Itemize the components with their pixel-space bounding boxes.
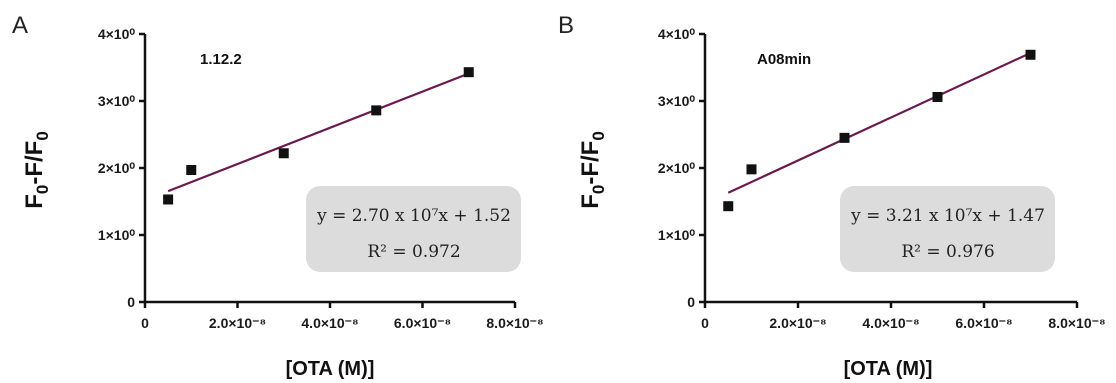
y-tick-label: 1×10⁰: [658, 227, 696, 243]
y-tick-label: 1×10⁰: [98, 227, 136, 243]
regression-equation: y = 3.21 x 10⁷x + 1.47: [850, 206, 1045, 226]
panel-letter: A: [12, 12, 28, 39]
x-tick-label: 2.0×10⁻⁸: [769, 315, 826, 331]
chart-panel-b: B A08min F0-F/F0 [OTA (M)] 0 1×10⁰ 2×10⁰ 3×10⁰ 4…: [558, 12, 1106, 380]
panel-letter: B: [558, 12, 574, 39]
y-tick-label: 4×10⁰: [658, 26, 696, 42]
x-tick-label: 0: [701, 315, 709, 331]
data-point: [746, 164, 757, 175]
r-squared: R² = 0.976: [901, 242, 994, 262]
x-tick-label: 8.0×10⁻⁸: [1048, 315, 1105, 331]
fit-line: [727, 51, 1031, 194]
data-point: [723, 201, 734, 212]
x-tick-label: 0: [141, 315, 149, 331]
data-point: [163, 194, 174, 205]
equation-box: [306, 186, 521, 272]
data-point: [932, 91, 943, 102]
x-axis-title: [OTA (M)]: [286, 358, 375, 380]
y-tick-label: 2×10⁰: [98, 160, 136, 176]
y-tick-label: 0: [687, 294, 695, 310]
data-point: [371, 105, 382, 116]
regression-equation: y = 2.70 x 10⁷x + 1.52: [316, 206, 511, 226]
x-axis-title: [OTA (M)]: [844, 358, 933, 380]
inset-label: A08min: [757, 51, 811, 68]
x-tick-label: 6.0×10⁻⁸: [394, 315, 451, 331]
y-tick-label: 0: [127, 294, 135, 310]
data-point: [278, 148, 289, 159]
inset-label: 1.12.2: [200, 51, 242, 68]
r-squared: R² = 0.972: [367, 242, 460, 262]
y-axis-title: F0-F/F0: [21, 131, 52, 209]
y-tick-label: 3×10⁰: [658, 93, 696, 109]
chart-panel-a: A 1.12.2 F0-F/F0 [OTA (M)] 0 1×10⁰ 2×10⁰ 3×10⁰ 4…: [12, 12, 544, 380]
y-tick-label: 2×10⁰: [658, 160, 696, 176]
x-tick-label: 4.0×10⁻⁸: [862, 315, 919, 331]
y-tick-label: 4×10⁰: [98, 26, 136, 42]
fit-line: [167, 72, 470, 193]
x-tick-label: 8.0×10⁻⁸: [486, 315, 543, 331]
equation-box: [840, 186, 1055, 272]
data-point: [839, 132, 850, 143]
x-tick-label: 2.0×10⁻⁸: [209, 315, 266, 331]
data-point: [1025, 49, 1036, 60]
x-tick-label: 4.0×10⁻⁸: [301, 315, 358, 331]
data-point: [186, 165, 197, 176]
y-tick-label: 3×10⁰: [98, 93, 136, 109]
y-axis-title: F0-F/F0: [577, 131, 608, 209]
x-tick-label: 6.0×10⁻⁸: [955, 315, 1012, 331]
data-point: [463, 67, 474, 78]
